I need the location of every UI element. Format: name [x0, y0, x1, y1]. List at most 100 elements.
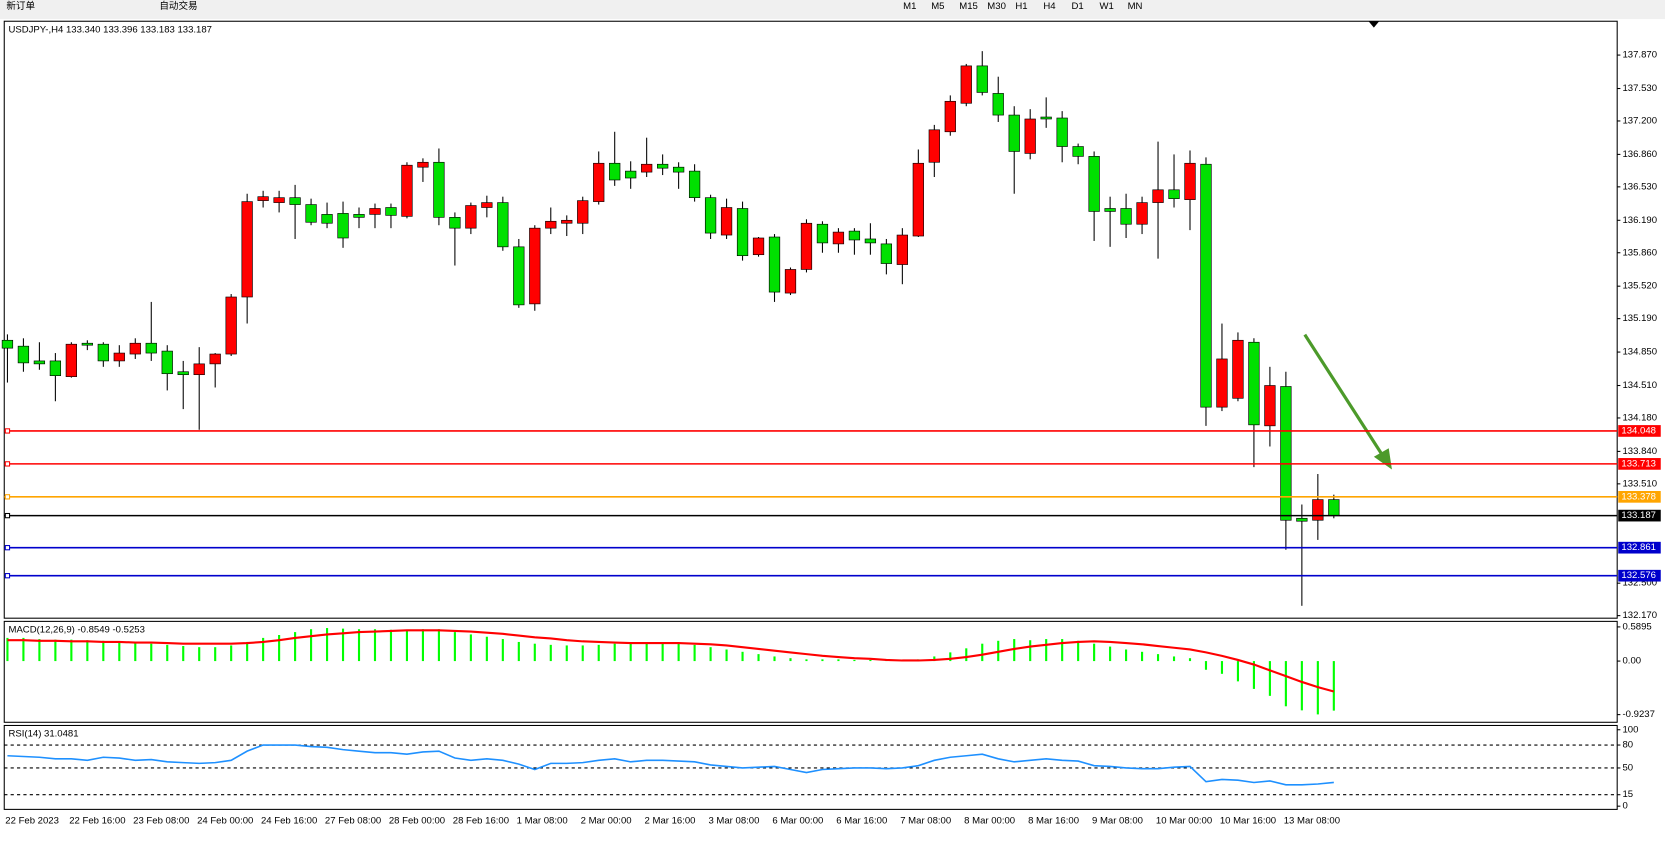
- y-tick-label: 136.860: [1622, 149, 1657, 160]
- panel-title: MACD(12,26,9) -0.8549 -0.5253: [9, 624, 145, 635]
- x-tick-label: 8 Mar 00:00: [964, 816, 1015, 827]
- toolbar: [0, 0, 1665, 20]
- candle-body: [273, 197, 285, 203]
- x-tick-label: 9 Mar 08:00: [1092, 816, 1143, 827]
- candle-body: [896, 234, 908, 265]
- x-tick-label: 24 Feb 00:00: [197, 816, 253, 827]
- timeframe-button[interactable]: D1: [1071, 1, 1083, 12]
- y-tick-label: 137.200: [1622, 115, 1657, 126]
- candle-body: [1056, 117, 1068, 147]
- level-handle: [4, 512, 11, 519]
- y-tick-label: 134.850: [1622, 347, 1657, 358]
- candle-body: [1264, 385, 1276, 427]
- level-handle: [4, 545, 11, 551]
- timeframe-button[interactable]: M15: [959, 1, 978, 12]
- x-tick-label: 2 Mar 00:00: [581, 816, 632, 827]
- candle-body: [497, 202, 509, 248]
- candle-body: [864, 238, 877, 244]
- timeframe-button[interactable]: M5: [931, 1, 944, 12]
- candle-body: [1184, 162, 1196, 200]
- candle-body: [1232, 339, 1244, 399]
- candle-body: [337, 213, 349, 239]
- candle-body: [417, 161, 429, 168]
- level-label-bg: [1618, 509, 1661, 522]
- candle-body: [1248, 341, 1260, 426]
- candle-body: [481, 202, 493, 208]
- x-tick-label: 2 Mar 16:00: [645, 816, 696, 827]
- candle-body: [992, 93, 1004, 116]
- candle-body: [129, 342, 141, 355]
- macd-panel: [3, 620, 1618, 723]
- timeframe-button[interactable]: M30: [987, 1, 1006, 12]
- x-tick-label: 3 Mar 08:00: [708, 816, 759, 827]
- candle-body: [1120, 208, 1132, 225]
- candle-body: [1296, 517, 1308, 522]
- candle-body: [257, 196, 269, 201]
- panel-title: USDJPY-,H4 133.340 133.396 133.183 133.1…: [9, 24, 213, 35]
- rsi-panel: [3, 724, 1618, 810]
- level-label-bg: [1618, 490, 1661, 503]
- candle-body: [449, 217, 461, 229]
- x-tick-label: 6 Mar 16:00: [836, 816, 887, 827]
- candle-body: [145, 342, 157, 354]
- y-tick-label: 100: [1622, 724, 1638, 735]
- candle-body: [81, 342, 93, 346]
- candle-body: [768, 236, 781, 293]
- level-label: 133.187: [1621, 510, 1656, 521]
- candle-body: [816, 223, 829, 244]
- y-tick-label: 137.870: [1622, 50, 1657, 61]
- x-tick-label: 7 Mar 08:00: [900, 816, 951, 827]
- x-tick-label: 28 Feb 16:00: [453, 816, 509, 827]
- y-tick-label: 0: [1622, 801, 1627, 812]
- candle-body: [529, 227, 541, 305]
- candle-body: [1072, 146, 1084, 157]
- annotation-arrow: [1303, 333, 1385, 458]
- candle-body: [177, 371, 189, 376]
- timeframe-button[interactable]: M1: [903, 1, 916, 12]
- candle-body: [1312, 499, 1324, 521]
- y-tick-label: 135.520: [1622, 281, 1657, 292]
- y-tick-label: 134.510: [1622, 380, 1657, 391]
- candle-body: [433, 161, 445, 218]
- candle-body: [1216, 358, 1228, 408]
- candle-body: [593, 162, 605, 202]
- timeframe-button[interactable]: W1: [1100, 1, 1114, 12]
- x-tick-label: 22 Feb 16:00: [69, 816, 125, 827]
- candle-body: [1024, 118, 1036, 154]
- candle-body: [1152, 189, 1164, 203]
- candle-body: [193, 363, 205, 376]
- candle-body: [209, 353, 221, 365]
- x-tick-label: 10 Mar 00:00: [1156, 816, 1212, 827]
- level-label-bg: [1618, 569, 1661, 582]
- candle-body: [625, 170, 637, 179]
- macd-signal: [7, 629, 1335, 693]
- candle-body: [385, 207, 397, 216]
- level-label: 132.576: [1621, 570, 1656, 581]
- y-tick-label: 132.500: [1622, 578, 1657, 589]
- x-tick-label: 8 Mar 16:00: [1028, 816, 1079, 827]
- x-tick-label: 23 Feb 08:00: [133, 816, 189, 827]
- y-tick-label: 134.180: [1622, 412, 1657, 423]
- x-tick-label: 13 Mar 08:00: [1284, 816, 1340, 827]
- timeframe-button[interactable]: H1: [1015, 1, 1027, 12]
- rsi-line: [7, 744, 1334, 786]
- candle-body: [1088, 156, 1100, 212]
- candle-body: [832, 231, 845, 245]
- y-tick-label: 0.5895: [1622, 621, 1651, 632]
- x-tick-label: 6 Mar 00:00: [772, 816, 823, 827]
- candle-body: [609, 162, 621, 181]
- candle-body: [1328, 499, 1340, 516]
- level-label: 134.048: [1621, 425, 1656, 436]
- timeframe-button[interactable]: MN: [1128, 1, 1143, 12]
- toolbar-button[interactable]: 自动交易: [159, 0, 197, 12]
- candle-body: [561, 219, 573, 224]
- candle-body: [976, 65, 988, 93]
- toolbar-button[interactable]: 新订单: [6, 0, 35, 12]
- candle-body: [944, 100, 956, 133]
- y-tick-label: 136.190: [1622, 215, 1657, 226]
- price-panel: [3, 20, 1618, 619]
- x-tick-label: 22 Feb 2023: [5, 816, 59, 827]
- timeframe-button[interactable]: H4: [1043, 1, 1056, 12]
- x-tick-label: 24 Feb 16:00: [261, 816, 317, 827]
